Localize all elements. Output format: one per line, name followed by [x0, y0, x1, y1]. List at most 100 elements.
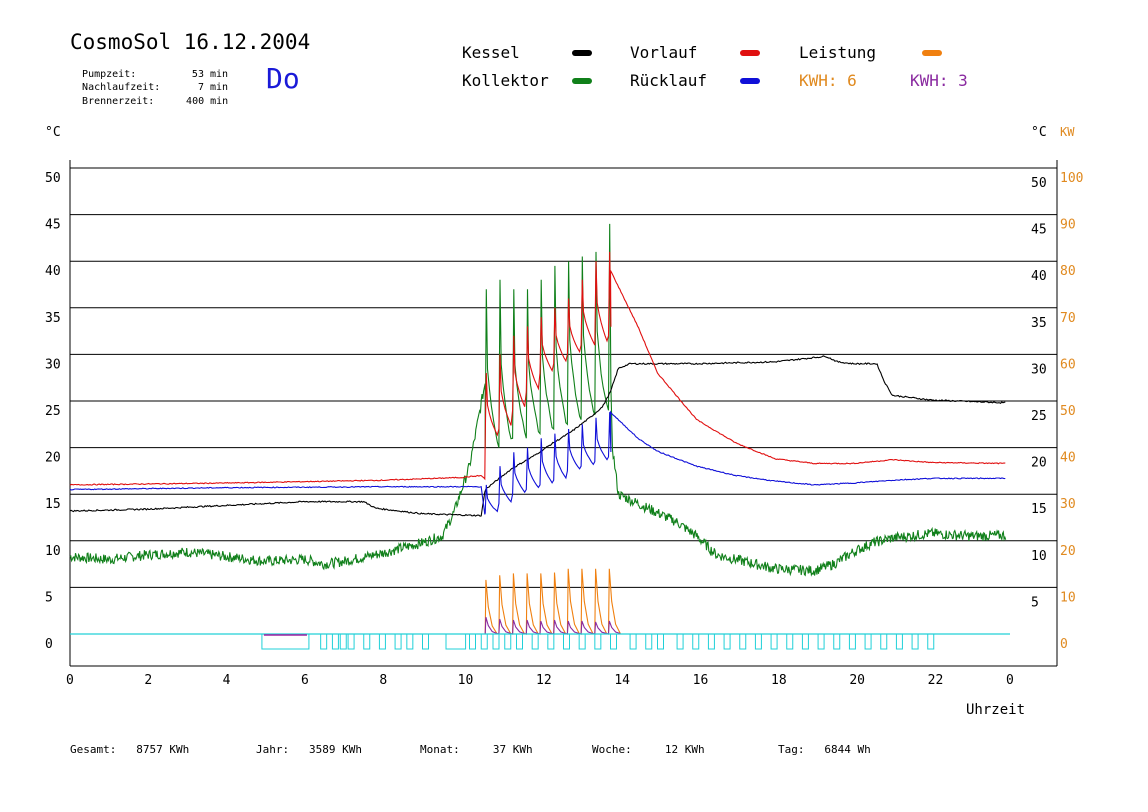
weekday-label: Do: [266, 62, 300, 95]
legend-ruecklauf-swatch: [740, 78, 760, 84]
legend-vorlauf-label: Vorlauf: [630, 43, 698, 62]
footer-value: 6844 Wh: [824, 743, 871, 756]
legend-leistung-label: Leistung: [799, 43, 877, 62]
status-pulse: [786, 633, 794, 650]
x-tick-label: 4: [223, 673, 231, 688]
legend-leistung-swatch: [922, 50, 942, 56]
y2-tick-label: 30: [1060, 497, 1076, 512]
status-pulse: [676, 633, 684, 650]
x-tick-label: 12: [536, 673, 552, 688]
status-block: [445, 633, 467, 650]
y-right-tick-label: 30: [1031, 362, 1047, 377]
y2-tick-label: 0: [1060, 637, 1068, 652]
status-pulse: [394, 633, 402, 650]
status-pulse: [480, 633, 488, 650]
axis-labels: 0510152025303540455051015202530354045500…: [45, 171, 1083, 688]
status-pulse: [610, 633, 617, 650]
status-pulse: [895, 633, 903, 650]
legend-kessel-label: Kessel: [462, 43, 520, 62]
y-tick-label: 35: [45, 311, 61, 326]
status-pulse: [911, 633, 919, 650]
status-pulse: [723, 633, 731, 650]
y-right-tick-label: 35: [1031, 316, 1047, 331]
x-tick-label: 10: [458, 673, 474, 688]
footer-gesamt: Gesamt: 8757 KWh: [70, 743, 189, 756]
footer-woche: Woche: 12 KWh: [592, 743, 705, 756]
y2-tick-label: 20: [1060, 544, 1076, 559]
x-tick-label: 0: [1006, 673, 1014, 688]
grid: [69, 160, 1058, 667]
y-tick-label: 50: [45, 171, 61, 186]
footer-value: 8757 KWh: [136, 743, 190, 756]
series-kollektor: [69, 223, 1007, 577]
status-pulse: [406, 633, 414, 650]
legend-kwh-2: KWH: 3: [910, 71, 968, 90]
status-pulse: [516, 633, 523, 650]
status-pulse: [363, 633, 371, 650]
series-purple: [484, 617, 621, 635]
x-tick-label: 2: [144, 673, 152, 688]
y2-tick-label: 90: [1060, 218, 1076, 233]
y-right-tick-label: 5: [1031, 595, 1039, 610]
y-right-tick-label: 50: [1031, 176, 1047, 191]
status-pulse: [707, 633, 715, 650]
y-right-tick-label: 15: [1031, 502, 1047, 517]
y-tick-label: 0: [45, 637, 53, 652]
status-pulse: [339, 633, 347, 650]
series-layer: [69, 223, 1010, 650]
series-rcklauf: [69, 410, 1006, 515]
y-tick-label: 15: [45, 497, 61, 512]
x-tick-label: 16: [693, 673, 709, 688]
footer-monat: Monat: 37 KWh: [420, 743, 533, 756]
y2-tick-label: 60: [1060, 357, 1076, 372]
y2-tick-label: 40: [1060, 451, 1076, 466]
status-pulse: [927, 633, 935, 650]
legend-kwh-1: KWH: 6: [799, 71, 857, 90]
info-label: Pumpzeit:: [82, 69, 137, 80]
footer-label: Jahr:: [256, 743, 290, 756]
footer-tag: Tag: 6844 Wh: [778, 743, 871, 756]
status-pulse: [770, 633, 778, 650]
y-right-tick-label: 45: [1031, 223, 1047, 238]
status-pulse: [692, 633, 700, 650]
status-markers: [261, 633, 935, 650]
x-tick-label: 6: [301, 673, 309, 688]
status-pulse: [833, 633, 841, 650]
y-tick-label: 45: [45, 218, 61, 233]
x-tick-label: 0: [66, 673, 74, 688]
x-tick-label: 14: [614, 673, 630, 688]
status-pulse: [563, 633, 570, 650]
series-kessel: [69, 355, 1006, 517]
y2-tick-label: 10: [1060, 590, 1076, 605]
status-pulse: [754, 633, 762, 650]
status-pulse: [864, 633, 872, 650]
footer-label: Monat:: [420, 743, 460, 756]
y2-tick-label: 80: [1060, 264, 1076, 279]
status-pulse: [492, 633, 500, 650]
status-pulse: [594, 633, 602, 650]
y-tick-label: 40: [45, 264, 61, 279]
x-tick-label: 20: [849, 673, 865, 688]
status-pulse: [629, 633, 637, 650]
right-axis-unit-kw: KW: [1060, 125, 1075, 139]
status-pulse: [331, 633, 339, 650]
status-pulse: [320, 633, 328, 650]
x-tick-label: 8: [379, 673, 387, 688]
legend-kollektor-label: Kollektor: [462, 71, 549, 90]
status-block: [261, 633, 310, 650]
right-axis-unit: °C: [1031, 125, 1047, 140]
info-label: Brennerzeit:: [82, 96, 155, 107]
info-value: 53 min: [191, 69, 229, 80]
footer-value: 12 KWh: [664, 743, 705, 756]
y-tick-label: 10: [45, 544, 61, 559]
y2-tick-label: 50: [1060, 404, 1076, 419]
info-nachlaufzeit: Nachlaufzeit: 7 min: [70, 71, 228, 93]
y-right-tick-label: 25: [1031, 409, 1047, 424]
series-vorlauf: [69, 251, 1006, 486]
y2-tick-label: 100: [1060, 171, 1083, 186]
footer-jahr: Jahr: 3589 KWh: [256, 743, 362, 756]
y-right-tick-label: 20: [1031, 456, 1047, 471]
legend-ruecklauf-label: Rücklauf: [630, 71, 708, 90]
footer-label: Gesamt:: [70, 743, 117, 756]
chart-title: CosmoSol 16.12.2004: [70, 30, 311, 54]
